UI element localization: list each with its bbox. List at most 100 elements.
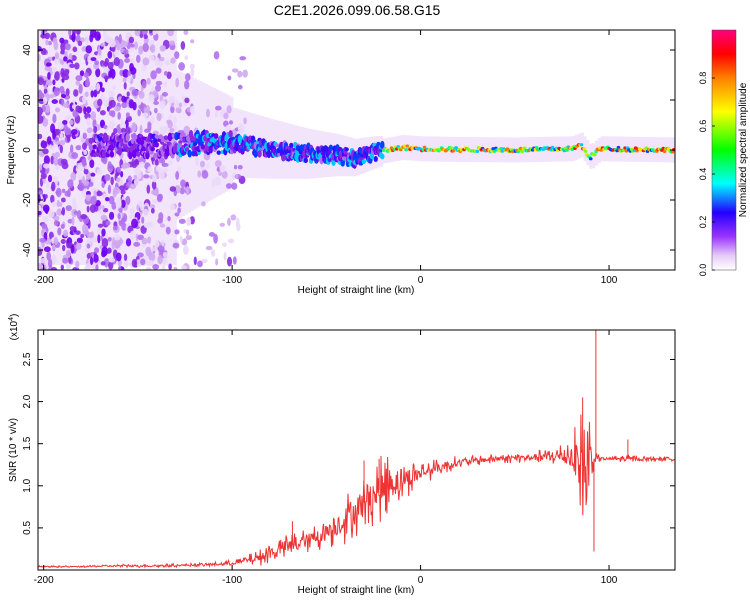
spectrogram-noise-blob [75, 145, 82, 151]
spectrogram-noise-blob [123, 81, 127, 90]
spectrogram-noise-blob [110, 176, 114, 186]
spectrogram-ridge-blob [404, 148, 408, 152]
spectrogram-noise-blob [87, 54, 94, 64]
spectrogram-noise-blob [163, 71, 168, 76]
spectrogram-noise-blob [230, 214, 237, 221]
spectrogram-noise-blob [97, 234, 101, 244]
spectrogram-noise-blob [50, 194, 55, 204]
spectrogram-noise-blob [38, 53, 41, 62]
spectrogram-noise-blob [83, 106, 87, 115]
spectrogram-noise-blob [142, 43, 149, 53]
spectrogram-ridge-blob [104, 134, 109, 143]
spectrogram-noise-blob [53, 236, 58, 246]
spectrogram-noise-blob [48, 41, 52, 46]
spectrogram-noise-blob [127, 175, 132, 183]
spectrogram-noise-blob [143, 107, 148, 113]
spectrogram-noise-blob [44, 194, 48, 199]
spectrogram-noise-blob [47, 209, 55, 219]
spectrogram-ridge-blob [588, 157, 593, 161]
spectrogram-noise-blob [107, 51, 113, 59]
spectrogram-noise-blob [76, 237, 83, 244]
spectrogram-noise-blob [65, 88, 70, 96]
spectrogram-noise-blob [183, 238, 187, 244]
spectrogram-noise-blob [42, 163, 50, 169]
spectrogram-ridge-blob [505, 147, 510, 151]
spectrogram-noise-blob [84, 225, 89, 235]
spectrogram-noise-blob [38, 115, 44, 124]
spectrogram-noise-blob [199, 160, 205, 168]
spectrogram-noise-blob [235, 174, 239, 179]
spectrogram-noise-blob [71, 152, 79, 159]
spectrogram-noise-blob [66, 134, 71, 143]
spectrogram-noise-blob [66, 114, 72, 120]
spectrogram-noise-blob [162, 126, 170, 134]
spectrogram-noise-blob [183, 30, 189, 36]
snr-x-ticks: -200 -100 0 100 [34, 330, 618, 586]
spectrogram-ridge-blob [187, 149, 192, 158]
spectrogram-band [153, 30, 158, 267]
spectrogram-noise-blob [90, 172, 96, 177]
spectrogram-noise-blob [236, 222, 241, 232]
spectrogram-noise-blob [42, 204, 50, 213]
spectrogram-noise-blob [161, 91, 168, 97]
spectrogram-noise-blob [89, 256, 94, 266]
spectrogram-noise-blob [51, 201, 57, 207]
spectrogram-ridge-blob [519, 146, 523, 150]
spectrogram-noise-blob [183, 245, 189, 255]
spectrogram-noise-blob [51, 181, 56, 192]
spectrogram-noise-blob [130, 58, 135, 64]
spectrogram-ridge-blob [178, 140, 183, 145]
colorbar-frame [711, 29, 737, 271]
spectrogram-noise-blob [143, 222, 151, 229]
spectrogram-marks [38, 30, 675, 270]
spectrogram-x-ticks: -200 -100 0 100 [34, 30, 618, 286]
spectrogram-y-axis-label: Frequency (Hz) [6, 116, 17, 185]
spectrogram-ridge-blob [128, 151, 133, 160]
spectrogram-noise-blob [82, 142, 87, 150]
snr-y-tick-label: 2.0 [22, 394, 33, 408]
spectrogram-band [63, 30, 67, 265]
spectrogram-noise-blob [55, 140, 61, 145]
spectrogram-noise-blob [75, 105, 81, 113]
spectrogram-noise-blob [80, 233, 84, 239]
spectrogram-noise-blob [151, 189, 157, 195]
spectrogram-noise-blob [117, 213, 121, 220]
spectrogram-noise-blob [60, 67, 65, 78]
spectrogram-noise-blob [181, 95, 185, 101]
spectrogram-noise-blob [40, 258, 47, 264]
spectrogram-noise-blob [155, 67, 162, 74]
spectrogram-noise-blob [185, 73, 191, 82]
spectrogram-band [182, 73, 186, 217]
spectrogram-ridge-blob [328, 144, 334, 152]
spectrogram-ridge-blob [616, 145, 621, 150]
spectrogram-noise-blob [75, 242, 82, 250]
spectrogram-noise-blob [197, 170, 202, 178]
spectrogram-noise-blob [86, 127, 93, 134]
spectrogram-noise-blob [72, 46, 78, 53]
spectrogram-noise-blob [90, 111, 97, 121]
spectrogram-noise-blob [150, 44, 156, 53]
spectrogram-noise-blob [150, 207, 155, 214]
spectrogram-noise-blob [87, 181, 94, 187]
snr-y-scale-base: (x10 [9, 320, 20, 340]
spectrogram-noise-blob [90, 236, 98, 243]
spectrogram-noise-blob [112, 225, 118, 231]
snr-x-tick-label: 100 [601, 575, 618, 586]
spectrogram-noise-blob [128, 36, 135, 44]
spectrogram-band [71, 30, 76, 265]
spectrogram-noise-blob [178, 102, 183, 108]
spectrogram-noise-blob [129, 63, 134, 72]
spectrogram-noise-blob [83, 265, 91, 270]
spectrogram-noise-blob [75, 260, 80, 269]
spectrogram-noise-blob [157, 218, 163, 224]
snr-y-tick-label: 0.5 [22, 521, 33, 535]
spectrogram-noise-blob [83, 168, 89, 175]
spectrogram-ridge-blob [454, 146, 458, 150]
spectrogram-noise-blob [94, 60, 99, 66]
spectrogram-noise-blob [120, 170, 124, 178]
spectrogram-noise-blob [101, 246, 108, 257]
spectrogram-noise-blob [101, 237, 109, 248]
spectrogram-noise-blob [131, 122, 137, 132]
spectrogram-noise-blob [119, 185, 125, 191]
spectrogram-noise-blob [205, 245, 213, 251]
